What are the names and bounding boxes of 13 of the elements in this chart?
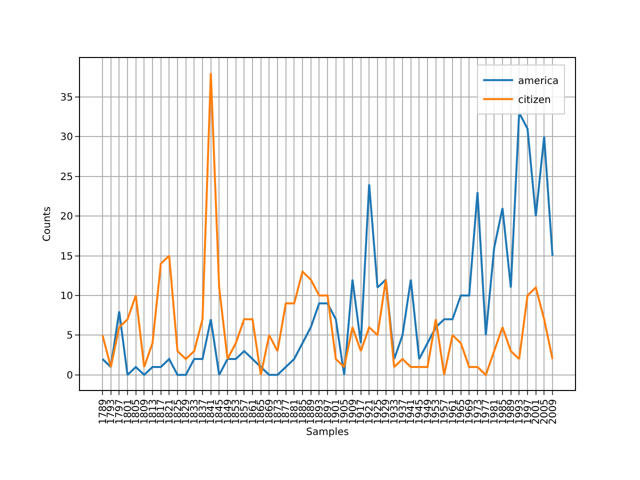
legend-label: citizen <box>518 95 551 106</box>
y-tick-label: 15 <box>60 251 73 262</box>
y-tick-label: 25 <box>60 172 73 183</box>
y-axis-title: Counts <box>42 206 53 242</box>
y-tick-label: 30 <box>60 132 73 144</box>
y-tick-label: 20 <box>60 212 73 223</box>
y-tick-label: 0 <box>66 370 73 382</box>
y-tick-label: 35 <box>60 92 73 104</box>
x-axis-title: Samples <box>306 426 349 438</box>
legend-label: america <box>518 76 559 88</box>
x-tick-label: 2009 <box>548 399 559 424</box>
y-tick-label: 5 <box>66 330 73 342</box>
y-tick-label: 10 <box>60 290 73 302</box>
